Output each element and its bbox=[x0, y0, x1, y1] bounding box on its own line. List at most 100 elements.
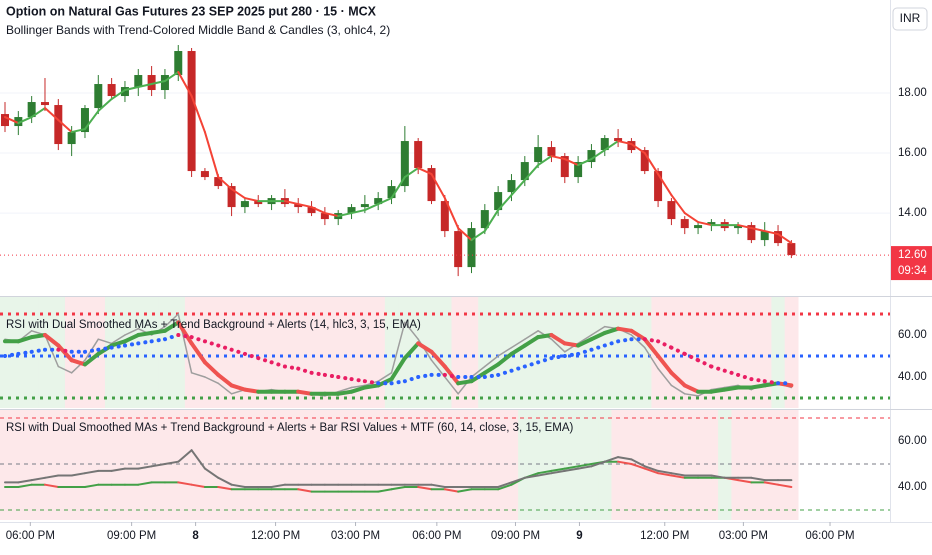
series-segment bbox=[3, 116, 20, 125]
series-segment bbox=[563, 465, 580, 470]
series-segment bbox=[523, 474, 540, 479]
series-segment bbox=[122, 341, 141, 348]
series-segment bbox=[670, 474, 686, 479]
series-segment bbox=[30, 107, 46, 119]
series-segment bbox=[644, 346, 659, 370]
series-segment bbox=[296, 366, 314, 375]
trend-background bbox=[318, 297, 333, 408]
trend-background bbox=[398, 297, 413, 408]
series-segment bbox=[457, 488, 473, 493]
series-segment bbox=[763, 230, 780, 236]
series-segment bbox=[377, 372, 393, 382]
candle-body bbox=[387, 186, 396, 199]
series-segment bbox=[537, 155, 553, 167]
candle-body bbox=[574, 162, 583, 178]
trend-background bbox=[678, 410, 692, 520]
series-segment bbox=[722, 385, 741, 392]
candle-body bbox=[454, 231, 463, 268]
series-segment bbox=[42, 333, 61, 348]
series-segment bbox=[537, 469, 553, 475]
series-segment bbox=[124, 327, 140, 336]
series-segment bbox=[522, 360, 541, 369]
x-tick-label: 03:00 PM bbox=[719, 530, 768, 542]
series-segment bbox=[229, 383, 247, 392]
trend-background bbox=[638, 297, 652, 408]
series-segment bbox=[110, 467, 126, 472]
series-segment bbox=[216, 343, 234, 352]
series-segment bbox=[657, 173, 673, 197]
series-segment bbox=[642, 337, 661, 344]
series-segment bbox=[709, 387, 727, 394]
series-segment bbox=[17, 116, 33, 125]
trend-background bbox=[478, 297, 492, 408]
series-segment bbox=[510, 338, 526, 349]
candle-body bbox=[240, 201, 249, 208]
series-segment bbox=[750, 476, 766, 482]
trend-background bbox=[531, 410, 546, 520]
x-tick-label: 03:00 PM bbox=[331, 530, 380, 542]
trend-background bbox=[558, 410, 572, 520]
trend-background bbox=[118, 410, 133, 520]
series-segment bbox=[616, 337, 634, 344]
trend-background bbox=[38, 410, 53, 520]
series-segment bbox=[83, 469, 100, 475]
trend-background bbox=[104, 410, 119, 520]
trend-background bbox=[744, 297, 759, 408]
series-segment bbox=[629, 328, 647, 342]
candle-body bbox=[440, 201, 449, 232]
series-segment bbox=[177, 449, 193, 463]
series-segment bbox=[457, 227, 473, 242]
x-tick-label: 9 bbox=[576, 530, 582, 542]
series-segment bbox=[550, 155, 566, 161]
series-segment bbox=[137, 481, 153, 486]
series-segment bbox=[777, 483, 793, 488]
series-segment bbox=[536, 333, 554, 340]
series-segment bbox=[683, 393, 699, 397]
series-segment bbox=[296, 389, 314, 396]
series-segment bbox=[682, 351, 701, 363]
trend-background bbox=[224, 410, 239, 520]
series-segment bbox=[202, 339, 221, 348]
trend-background bbox=[438, 297, 452, 408]
series-segment bbox=[189, 341, 207, 365]
trend-background bbox=[598, 410, 612, 520]
y-tick-label: 40.00 bbox=[898, 371, 927, 383]
series-segment bbox=[429, 349, 447, 369]
trend-background bbox=[598, 297, 612, 408]
series-segment bbox=[723, 384, 739, 389]
series-segment bbox=[16, 335, 34, 344]
candle-body bbox=[14, 117, 23, 127]
candle-body bbox=[774, 231, 783, 244]
currency-box[interactable] bbox=[892, 7, 928, 31]
series-segment bbox=[617, 456, 633, 461]
x-tick-label: 12:00 PM bbox=[640, 530, 689, 542]
series-segment bbox=[443, 488, 460, 493]
series-segment bbox=[576, 337, 594, 348]
series-segment bbox=[430, 173, 446, 200]
series-segment bbox=[750, 227, 766, 233]
series-segment bbox=[563, 158, 580, 167]
candle-body bbox=[187, 51, 196, 172]
series-segment bbox=[736, 372, 754, 382]
series-segment bbox=[603, 456, 620, 463]
trend-background bbox=[651, 410, 666, 520]
trend-background bbox=[24, 410, 39, 520]
candle-body bbox=[227, 186, 236, 208]
series-segment bbox=[270, 483, 286, 488]
series-segment bbox=[537, 472, 553, 477]
series-segment bbox=[617, 140, 633, 146]
series-segment bbox=[417, 485, 433, 491]
series-segment bbox=[402, 341, 421, 361]
x-tick-label: 06:00 PM bbox=[412, 530, 461, 542]
x-tick-label: 09:00 PM bbox=[491, 530, 540, 542]
currency[interactable]: INR bbox=[900, 11, 921, 25]
candle-body bbox=[480, 210, 489, 229]
series-segment bbox=[57, 119, 73, 134]
trend-background bbox=[651, 297, 666, 408]
series-segment bbox=[404, 321, 419, 340]
series-segment bbox=[509, 343, 527, 356]
series-segment bbox=[336, 389, 354, 396]
candle-body bbox=[374, 198, 383, 205]
series-segment bbox=[390, 485, 406, 491]
series-segment bbox=[30, 476, 46, 482]
